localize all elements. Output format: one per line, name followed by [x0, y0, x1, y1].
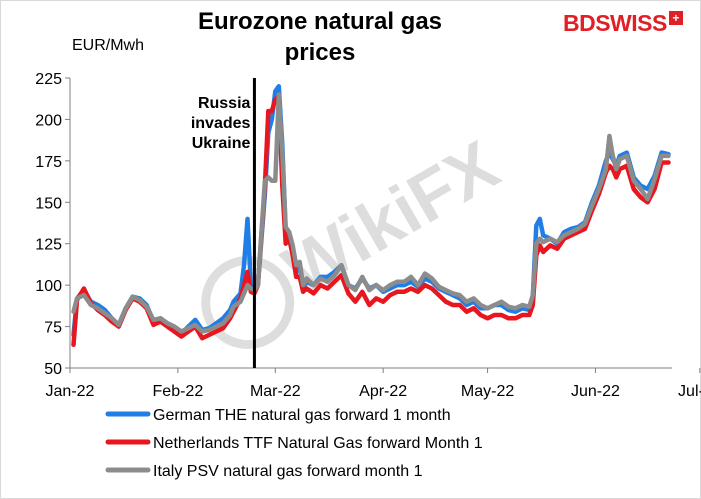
- series-line: [71, 92, 671, 334]
- logo-text: BDSWISS: [563, 9, 667, 36]
- x-tick-label: Jan-22: [46, 383, 95, 400]
- chart-title: Eurozone natural gas prices: [197, 8, 443, 66]
- y-tick-label: 200: [35, 112, 62, 129]
- y-tick-label: 225: [35, 71, 62, 88]
- legend-label: Netherlands TTF Natural Gas forward Mont…: [153, 435, 483, 452]
- y-tick-label: 125: [35, 237, 62, 254]
- legend-label: Italy PSV natural gas forward month 1: [153, 463, 423, 480]
- x-tick-label: Feb-22: [153, 383, 204, 400]
- logo-cross-icon: +: [668, 11, 683, 25]
- x-tick-label: May-22: [461, 383, 514, 400]
- y-axis-unit-label: EUR/Mwh: [72, 37, 144, 54]
- x-tick-label: Jul-22: [678, 383, 701, 400]
- invasion-annotation-line: Russia: [198, 95, 251, 112]
- y-tick-label: 75: [44, 320, 62, 337]
- y-tick-label: 100: [35, 278, 62, 295]
- x-tick-label: Jun-22: [571, 383, 620, 400]
- y-tick-label: 175: [35, 154, 62, 171]
- invasion-annotation-line: Ukraine: [192, 135, 251, 152]
- bdswiss-logo: BDSWISS +: [563, 8, 683, 38]
- y-tick-label: 50: [44, 361, 62, 378]
- wikifx-watermark: WikiFX: [201, 125, 511, 349]
- invasion-annotation: Russia invades Ukraine: [191, 95, 251, 152]
- y-tick-label: 150: [35, 195, 62, 212]
- legend-label: German THE natural gas forward 1 month: [153, 407, 451, 424]
- x-tick-label: Mar-22: [250, 383, 301, 400]
- series-line: [71, 93, 671, 348]
- x-tick-label: Apr-22: [359, 383, 407, 400]
- watermark-group: WikiFX: [201, 125, 511, 349]
- watermark-logo-icon: [201, 256, 295, 349]
- invasion-annotation-line: invades: [191, 115, 251, 132]
